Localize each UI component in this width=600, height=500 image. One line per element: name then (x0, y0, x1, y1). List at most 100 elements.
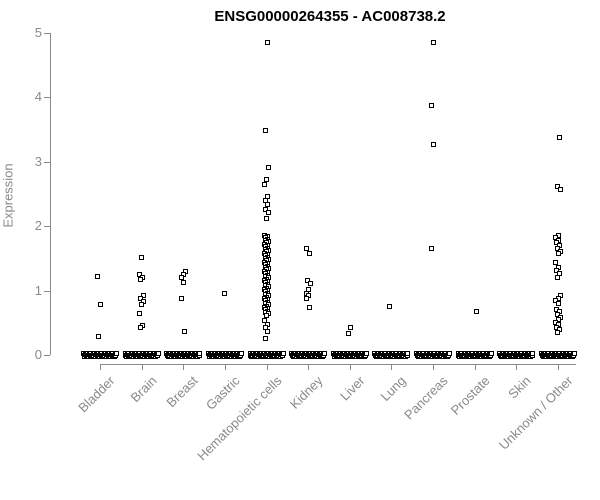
x-tick (141, 364, 143, 370)
data-point (182, 329, 188, 335)
data-point (430, 40, 436, 46)
y-axis-line (50, 33, 51, 355)
x-tick (433, 364, 435, 370)
data-point (137, 310, 143, 316)
x-tick (224, 364, 226, 370)
data-point (178, 275, 184, 281)
data-point (137, 277, 143, 283)
y-tick-label: 2 (34, 218, 42, 234)
data-point (554, 329, 560, 335)
data-point (431, 141, 437, 147)
y-tick-label: 3 (34, 153, 42, 169)
data-point (304, 245, 310, 251)
data-point (348, 325, 354, 331)
data-point (266, 210, 272, 216)
x-tick (183, 364, 185, 370)
data-point (137, 272, 143, 277)
data-point (554, 183, 560, 189)
data-point (553, 260, 559, 266)
data-point (114, 351, 119, 357)
y-tick-label: 1 (34, 282, 42, 298)
x-tick (349, 364, 351, 370)
data-point (553, 319, 559, 325)
data-point (197, 351, 203, 357)
y-tick (44, 290, 50, 292)
data-point (307, 281, 313, 287)
data-point (530, 351, 536, 357)
data-point (95, 273, 101, 279)
data-point (307, 250, 313, 256)
data-point (137, 324, 143, 330)
y-tick (44, 161, 50, 163)
data-point (305, 277, 310, 283)
data-point (280, 351, 286, 357)
data-point (554, 306, 560, 312)
x-tick (558, 364, 560, 370)
data-point (96, 334, 102, 340)
data-point (179, 296, 185, 302)
data-point (138, 296, 144, 302)
data-point (263, 335, 269, 341)
data-point (554, 311, 560, 317)
data-point (262, 324, 268, 330)
data-point (303, 290, 309, 296)
x-tick (266, 364, 268, 370)
y-axis-label: Expression (0, 163, 16, 228)
x-tick (100, 364, 101, 370)
y-tick (44, 97, 50, 99)
data-point (554, 240, 560, 246)
data-point (488, 351, 494, 357)
data-point (386, 303, 392, 309)
data-point (322, 351, 328, 357)
data-point (474, 309, 480, 315)
x-category-label: Unknown / Other (496, 373, 576, 453)
data-point (264, 215, 270, 221)
data-point (98, 302, 104, 308)
data-point (263, 206, 269, 212)
data-point (553, 234, 559, 240)
y-tick (44, 355, 50, 356)
y-tick (44, 226, 50, 228)
data-point (307, 305, 313, 311)
data-point (345, 330, 351, 336)
data-point (554, 268, 560, 274)
data-point (261, 181, 267, 187)
data-point (557, 186, 563, 192)
data-point (429, 245, 435, 251)
data-point (139, 302, 145, 308)
data-point (265, 329, 271, 335)
x-tick (516, 364, 518, 370)
data-point (139, 254, 145, 260)
data-point (261, 317, 267, 323)
y-tick (44, 33, 50, 34)
data-point (263, 127, 269, 133)
x-tick (391, 364, 393, 370)
data-point (262, 197, 268, 203)
data-point (266, 165, 272, 171)
data-point (556, 134, 562, 140)
data-point (264, 312, 270, 318)
data-point (554, 274, 560, 280)
data-point (572, 351, 578, 357)
data-point (447, 351, 453, 357)
data-point (363, 351, 369, 357)
x-tick (474, 364, 476, 370)
data-point (181, 279, 187, 285)
data-point (405, 351, 411, 357)
data-point (265, 39, 271, 45)
data-point (556, 300, 562, 306)
data-point (155, 351, 161, 357)
data-point (221, 291, 227, 297)
data-point (555, 251, 561, 257)
x-axis-line (100, 364, 577, 365)
data-point (265, 202, 271, 208)
data-point (428, 103, 434, 109)
data-point (553, 298, 559, 304)
data-point (554, 246, 560, 252)
y-tick-label: 5 (34, 25, 42, 40)
y-tick-label: 4 (34, 89, 42, 105)
y-tick-label: 0 (34, 347, 42, 362)
chart-title: ENSG00000264355 - AC008738.2 (214, 8, 446, 25)
data-point (238, 351, 244, 357)
